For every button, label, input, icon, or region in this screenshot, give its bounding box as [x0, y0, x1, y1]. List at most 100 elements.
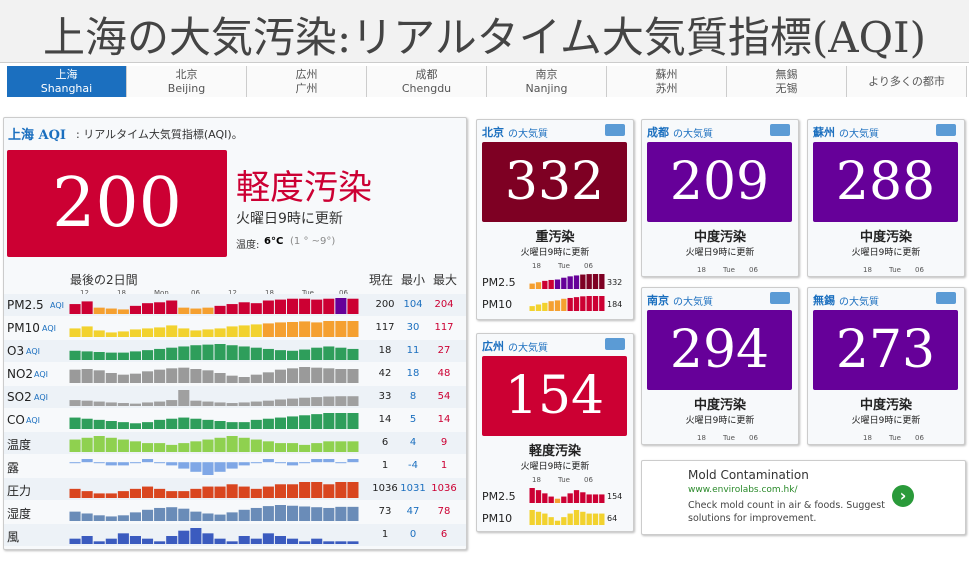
spark-bar [238, 302, 250, 314]
spark-bar [69, 369, 81, 383]
tab-label[interactable]: 成都 [415, 68, 438, 81]
spark-bar [535, 304, 542, 311]
spark-bar [335, 462, 347, 464]
card-icon [605, 124, 625, 136]
spark-bar [238, 346, 250, 360]
tab-label[interactable]: 無錫 [775, 68, 798, 81]
tab-sublabel[interactable]: 无锡 [775, 82, 798, 95]
spark-bar [335, 506, 347, 521]
spark-bar [105, 373, 117, 383]
tab-label[interactable]: 南京 [535, 68, 558, 81]
spark-bar [190, 400, 202, 406]
ad[interactable]: Mold Contamination www.envirolabs.com.hk… [641, 460, 966, 535]
tab-sublabel[interactable]: Shanghai [40, 82, 93, 95]
tab[interactable]: 無錫 无锡 [727, 66, 847, 97]
spark-bar [129, 373, 141, 383]
spark-bar [142, 422, 154, 429]
spark-bar [580, 511, 586, 525]
spark-bar [166, 462, 178, 466]
spark-bar [347, 369, 359, 383]
spark-bar [214, 344, 226, 360]
spark-bar [190, 345, 202, 360]
current: 1 [381, 460, 389, 471]
time-label: 12 [228, 289, 237, 297]
temp: 6°C [264, 236, 284, 247]
aqi-level: 軽度汚染 [236, 168, 372, 208]
spark-bar [69, 350, 81, 360]
tab[interactable]: 北京 Beijing [127, 66, 247, 97]
tab-label[interactable]: より多くの都市 [868, 75, 945, 88]
row-name: PM10 [7, 321, 40, 335]
tab-sublabel[interactable]: 广州 [295, 82, 318, 95]
current: 117 [375, 322, 395, 333]
spark-bar [299, 415, 311, 429]
spark-bar [178, 462, 190, 469]
min: 30 [406, 322, 420, 333]
spark-bar [599, 296, 605, 311]
spark-bar [238, 377, 250, 383]
spark-bar [592, 513, 599, 525]
tab-sublabel[interactable]: Nanjing [525, 82, 568, 95]
time-label: 06 [584, 476, 593, 484]
spark-bar [202, 401, 214, 406]
spark-bar [347, 482, 359, 498]
sparkline [529, 274, 605, 289]
spark-bar [142, 328, 154, 337]
spark-bar [154, 541, 166, 544]
spark-bar [81, 400, 93, 406]
spark-bar [238, 422, 250, 429]
spark-bar [299, 321, 311, 337]
main-panel: 上海 AQI: リアルタイム大気質指標(AQI)。 200 軽度汚染 火曜日9時に更新… [3, 117, 467, 550]
spark-bar [190, 488, 202, 498]
spark-bar [580, 296, 586, 311]
spark-bar [81, 536, 93, 544]
city-card: 南京 の大気質 294 中度汚染 火曜日9時に更新 18 Tue 06 [641, 287, 799, 445]
spark-bar [238, 486, 250, 498]
row-name: PM2.5 [7, 298, 44, 312]
spark-bar [335, 541, 347, 544]
spark-bar [250, 347, 262, 360]
tab-sublabel[interactable]: 苏州 [655, 82, 678, 95]
tab-sublabel[interactable]: Beijing [167, 82, 206, 95]
spark-bar [542, 280, 548, 289]
spark-bar [250, 324, 262, 337]
spark-bar [274, 399, 286, 406]
tab-label[interactable]: 上海 [55, 68, 78, 81]
spark-bar [81, 459, 93, 463]
tab[interactable]: 蘇州 苏州 [607, 66, 727, 97]
spark-bar [166, 418, 178, 429]
tab-label[interactable]: 広州 [295, 68, 318, 81]
spark-bar [548, 517, 554, 525]
spark-bar [287, 298, 299, 314]
ad-arrow[interactable]: › [892, 485, 914, 507]
card-icon [936, 124, 956, 136]
spark-bar [542, 493, 548, 503]
row-unit: AQI [42, 324, 56, 333]
ad-url[interactable]: www.envirolabs.com.hk/ [688, 485, 798, 495]
tab[interactable]: 南京 Nanjing [487, 66, 607, 97]
tab[interactable]: 上海 Shanghai [7, 66, 127, 97]
spark-bar [202, 439, 214, 452]
spark-bar [117, 331, 129, 337]
tab[interactable]: 成都 Chengdu [367, 66, 487, 97]
aqi-level: 中度汚染 [693, 230, 746, 245]
tab[interactable]: より多くの都市 [847, 66, 967, 97]
spark-bar [599, 494, 605, 503]
updated: 火曜日9時に更新 [520, 248, 590, 258]
tab-label[interactable]: 北京 [175, 68, 198, 81]
ad-title[interactable]: Mold Contamination [688, 468, 809, 482]
spark-bar [202, 533, 214, 544]
time-label: 18 [863, 434, 872, 442]
spark-bar [93, 401, 105, 406]
tab-label[interactable]: 蘇州 [655, 68, 678, 81]
tab-sublabel[interactable]: Chengdu [401, 82, 452, 95]
spark-bar [592, 274, 599, 289]
ad-text: Check mold count in air & foods. Suggest… [688, 500, 885, 524]
spark-bar [287, 538, 299, 544]
spark-bar [214, 486, 226, 498]
card-title: の大気質 [839, 129, 879, 140]
spark-bar [311, 347, 323, 360]
tab[interactable]: 広州 广州 [247, 66, 367, 97]
row-unit: AQI [34, 370, 48, 379]
max: 54 [437, 391, 451, 402]
